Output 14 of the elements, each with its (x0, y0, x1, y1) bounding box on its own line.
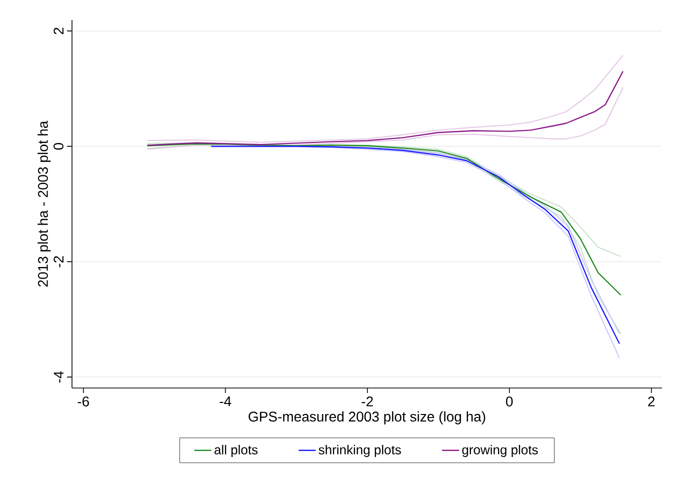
y-tick-label: 0 (54, 142, 64, 150)
y-tick-label: -2 (54, 256, 64, 268)
legend-label: growing plots (462, 444, 538, 457)
x-tick-label: 0 (506, 396, 513, 406)
x-tick-label: -4 (220, 396, 232, 406)
x-tick-label: -6 (78, 396, 89, 406)
y-tick-label: -4 (54, 371, 64, 383)
x-tick-label: -2 (362, 396, 373, 406)
y-axis-title: 2013 plot ha - 2003 plot ha (38, 120, 51, 287)
y-tick-label: 2 (54, 28, 64, 34)
x-tick-label: 2 (648, 396, 655, 406)
legend-label: all plots (214, 444, 258, 457)
legend-label: shrinking plots (318, 444, 401, 457)
x-axis-title: GPS-measured 2003 plot size (log ha) (248, 411, 486, 424)
